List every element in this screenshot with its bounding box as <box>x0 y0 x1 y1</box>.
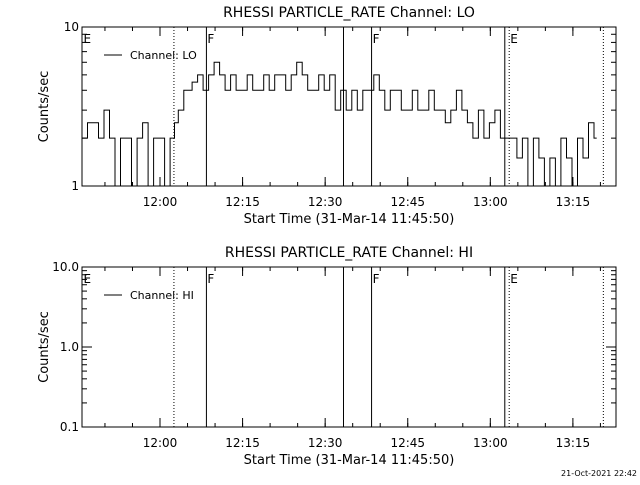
panel-2-legend-entry: Channel: HI <box>130 289 194 302</box>
panel-1-marker-label: F <box>373 32 380 46</box>
panel-1-legend-entry: Channel: LO <box>130 49 197 62</box>
panel-1-y-tick-label: 1 <box>71 179 79 193</box>
panel-2-marker-label: E <box>84 272 92 286</box>
panel-1-frame <box>81 26 617 187</box>
panel-2-y-tick-label: 1.0 <box>60 340 79 354</box>
panel-1-x-tick-label: 13:15 <box>556 195 591 209</box>
panel-1-xlabel: Start Time (31-Mar-14 11:45:50) <box>244 212 455 227</box>
panel-2-x-tick-label: 12:00 <box>143 436 178 450</box>
panel-1-marker-label: E <box>510 32 518 46</box>
timestamp: 21-Oct-2021 22:42 <box>561 469 637 478</box>
panel-1-marker-label: E <box>84 32 92 46</box>
panel-2-ylabel: Counts/sec <box>37 311 52 383</box>
panel-2-marker-label: E <box>510 272 518 286</box>
panel-2-x-tick-label: 12:30 <box>308 436 343 450</box>
panel-2-x-tick-label: 13:00 <box>473 436 508 450</box>
panel-1-x-tick-label: 13:00 <box>473 195 508 209</box>
panel-1-series-line <box>82 61 597 187</box>
panel-2-marker-label: F <box>207 272 214 286</box>
panel-2-title: RHESSI PARTICLE_RATE Channel: HI <box>225 245 473 261</box>
panel-2-x-tick-label: 13:15 <box>556 436 591 450</box>
panel-1-ylabel: Counts/sec <box>37 71 52 143</box>
panel-1-y-tick-label: 10 <box>64 20 79 34</box>
panel-2-marker-label: F <box>373 272 380 286</box>
panel-1-marker-label: F <box>207 32 214 46</box>
panel-1-title: RHESSI PARTICLE_RATE Channel: LO <box>223 5 475 21</box>
panel-1-x-tick-label: 12:15 <box>225 195 260 209</box>
panel-2-y-tick-label: 0.1 <box>60 420 79 434</box>
panel-1-x-tick-label: 12:00 <box>143 195 178 209</box>
panel-1-x-tick-label: 12:30 <box>308 195 343 209</box>
panel-1-x-tick-label: 12:45 <box>390 195 425 209</box>
panel-2-xlabel: Start Time (31-Mar-14 11:45:50) <box>244 453 455 468</box>
panel-2-x-tick-label: 12:45 <box>390 436 425 450</box>
panel-2-y-tick-label: 10.0 <box>52 260 79 274</box>
panel-2-x-tick-label: 12:15 <box>225 436 260 450</box>
